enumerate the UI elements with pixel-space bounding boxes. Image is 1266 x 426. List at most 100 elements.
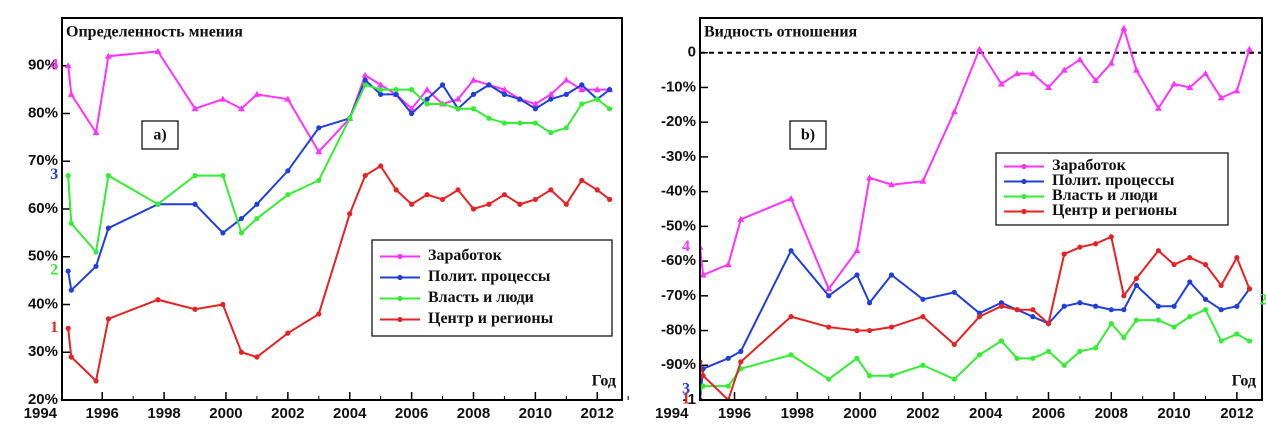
legend-marker bbox=[1021, 178, 1027, 185]
marker bbox=[579, 101, 585, 107]
marker bbox=[888, 272, 895, 278]
marker bbox=[788, 352, 794, 358]
legend-label: Центр и регионы bbox=[428, 310, 554, 327]
legend-label: Центр и регионы bbox=[1052, 202, 1178, 219]
chart-title: Определенность мнения bbox=[66, 24, 243, 41]
marker bbox=[919, 177, 927, 184]
marker bbox=[607, 106, 613, 112]
marker bbox=[65, 172, 71, 179]
marker bbox=[854, 327, 860, 334]
marker bbox=[1246, 338, 1253, 344]
marker bbox=[1014, 355, 1020, 361]
x-tick-label: 1998 bbox=[147, 405, 180, 422]
marker bbox=[1133, 317, 1140, 323]
marker bbox=[1133, 275, 1140, 282]
legend-label: Полит. процессы bbox=[1052, 172, 1175, 189]
plot-frame bbox=[699, 17, 1263, 401]
marker bbox=[192, 172, 198, 179]
marker bbox=[362, 77, 368, 83]
plot-frame bbox=[61, 17, 623, 401]
marker bbox=[594, 187, 600, 193]
marker bbox=[950, 108, 958, 115]
panel: 20% 30% 40% 50% 60% 70% 80% 90% 1994 1996 1998 2000… bbox=[24, 17, 629, 422]
marker bbox=[1218, 338, 1224, 344]
marker bbox=[1030, 314, 1036, 320]
y-tick-label: 30% bbox=[28, 343, 58, 360]
series-group bbox=[64, 47, 614, 384]
marker bbox=[888, 324, 895, 330]
marker bbox=[409, 87, 415, 93]
marker bbox=[1121, 293, 1127, 299]
marker bbox=[378, 163, 384, 169]
marker bbox=[155, 201, 161, 207]
marker bbox=[1092, 241, 1099, 247]
marker bbox=[1092, 77, 1100, 84]
marker bbox=[866, 300, 873, 306]
x-tick-label: 1996 bbox=[718, 405, 751, 422]
marker bbox=[93, 249, 99, 255]
marker bbox=[607, 196, 613, 203]
marker bbox=[532, 106, 538, 112]
marker bbox=[1013, 70, 1021, 77]
marker bbox=[579, 177, 585, 183]
legend-marker bbox=[1021, 163, 1027, 170]
marker bbox=[1092, 303, 1099, 309]
x-tick-label: 2006 bbox=[1032, 405, 1065, 422]
legend-label: Власть и люди bbox=[428, 289, 534, 306]
marker bbox=[486, 115, 492, 121]
marker bbox=[826, 376, 832, 382]
marker bbox=[920, 296, 926, 302]
y-tick-label: -70% bbox=[661, 287, 696, 304]
y-tick-label: 80% bbox=[28, 104, 58, 121]
marker bbox=[1121, 307, 1127, 313]
marker bbox=[220, 172, 226, 179]
marker bbox=[1029, 70, 1037, 77]
marker bbox=[155, 297, 161, 303]
marker bbox=[563, 201, 569, 207]
marker bbox=[920, 362, 926, 368]
legend-box bbox=[995, 152, 1229, 226]
marker bbox=[700, 271, 707, 278]
marker bbox=[238, 230, 245, 236]
marker bbox=[65, 268, 71, 274]
marker bbox=[866, 174, 874, 181]
marker bbox=[93, 263, 99, 269]
marker bbox=[455, 187, 461, 193]
marker bbox=[920, 314, 926, 320]
marker bbox=[1202, 261, 1209, 268]
marker bbox=[501, 91, 508, 97]
panel-label: a) bbox=[153, 127, 166, 144]
marker bbox=[470, 106, 477, 112]
marker bbox=[1202, 296, 1209, 302]
marker bbox=[439, 101, 446, 107]
marker bbox=[1171, 324, 1177, 330]
marker bbox=[93, 378, 99, 384]
marker bbox=[316, 125, 322, 131]
marker bbox=[454, 95, 462, 102]
x-tick-label: 2004 bbox=[969, 405, 1003, 422]
marker bbox=[1202, 307, 1209, 313]
marker bbox=[1108, 234, 1114, 240]
marker bbox=[725, 383, 731, 389]
x-tick-label: 1998 bbox=[781, 405, 814, 422]
marker bbox=[424, 101, 430, 107]
marker bbox=[1246, 286, 1253, 292]
marker bbox=[548, 96, 554, 102]
marker bbox=[825, 285, 833, 292]
marker bbox=[1132, 66, 1140, 73]
marker bbox=[285, 168, 291, 174]
marker bbox=[854, 355, 860, 361]
marker bbox=[976, 314, 983, 320]
series-number: 3 bbox=[50, 166, 58, 183]
marker bbox=[68, 287, 74, 293]
marker bbox=[284, 95, 292, 102]
y-tick-label: 0 bbox=[688, 44, 696, 61]
marker bbox=[238, 349, 245, 355]
marker bbox=[1077, 300, 1083, 306]
marker bbox=[738, 359, 744, 365]
marker bbox=[377, 81, 385, 88]
marker bbox=[578, 86, 586, 93]
legend-label: Власть и люди bbox=[1052, 187, 1158, 204]
y-tick-label: -40% bbox=[661, 183, 696, 200]
marker bbox=[1061, 303, 1067, 309]
